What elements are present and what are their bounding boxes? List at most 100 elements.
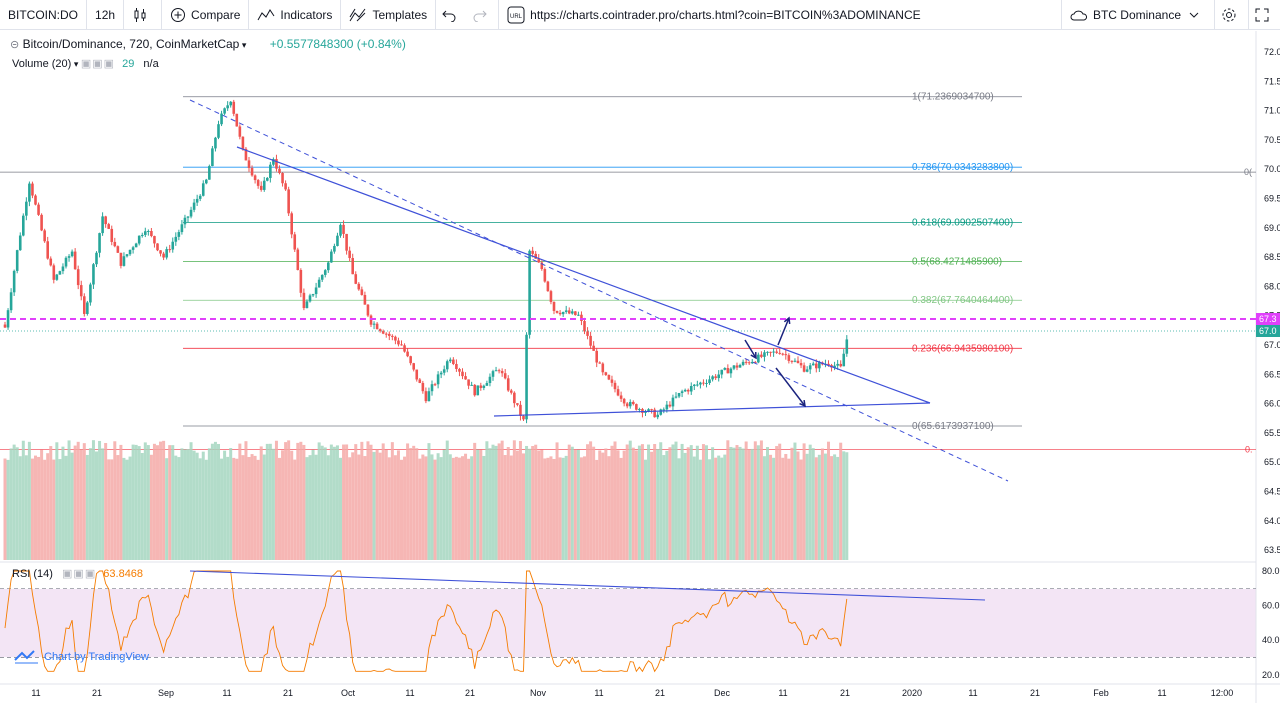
- volume-bar: [342, 444, 346, 560]
- volume-bar: [534, 444, 538, 560]
- volume-bar: [698, 459, 702, 560]
- volume-bar: [515, 450, 519, 560]
- fib-level-label: 0.236(66.9435980100): [912, 343, 1013, 354]
- fib-level-label: 0.786(70.0343283800): [912, 162, 1013, 173]
- candle-body: [589, 335, 592, 346]
- volume-bar: [586, 444, 590, 560]
- candle-body: [6, 310, 10, 328]
- candle-body: [802, 365, 806, 372]
- volume-bar: [332, 446, 336, 560]
- volume-bar: [329, 444, 333, 560]
- chart-type-button[interactable]: [124, 0, 163, 30]
- volume-bar: [247, 456, 251, 560]
- chevron-down-icon[interactable]: ▾: [71, 59, 81, 69]
- watchlist-select[interactable]: BTC Dominance: [1060, 0, 1215, 30]
- volume-bar: [177, 457, 181, 560]
- chevron-down-icon[interactable]: ▾: [239, 40, 247, 50]
- candle-body: [445, 361, 449, 370]
- volume-bar: [82, 443, 86, 560]
- volume-bar: [750, 448, 754, 560]
- redo-button[interactable]: [467, 0, 500, 30]
- volume-bar: [772, 457, 776, 560]
- volume-bar: [644, 459, 647, 560]
- rsi-label[interactable]: RSI (14): [12, 568, 53, 580]
- volume-bar: [457, 457, 461, 560]
- candle-body: [357, 283, 361, 290]
- volume-bar: [46, 453, 50, 560]
- volume-bar: [506, 447, 510, 560]
- candle-body: [229, 101, 232, 106]
- candle-body: [46, 241, 49, 259]
- candle-body: [543, 269, 547, 282]
- candle-body: [241, 136, 245, 149]
- volume-bar: [662, 455, 666, 560]
- volume-bar: [418, 458, 422, 560]
- volume-bar: [49, 446, 53, 560]
- candle-body: [671, 397, 675, 407]
- volume-bar: [830, 456, 834, 560]
- volume-bar: [671, 444, 675, 560]
- rsi-axis-label: 20.0: [1262, 670, 1280, 680]
- volume-bar: [311, 449, 315, 560]
- legend-buttons-icon[interactable]: ▣▣▣: [80, 58, 116, 70]
- volume-bar: [137, 446, 141, 560]
- candle-body: [400, 344, 403, 346]
- candle-body: [381, 331, 385, 334]
- volume-bar: [479, 449, 483, 560]
- candle-body: [244, 148, 248, 161]
- volume-bar: [747, 449, 751, 560]
- volume-bar: [604, 448, 608, 560]
- fullscreen-button[interactable]: [1249, 0, 1280, 30]
- volume-bar: [445, 440, 449, 560]
- candle-body: [482, 385, 486, 388]
- candle-body: [122, 256, 126, 266]
- candle-body: [708, 379, 711, 383]
- interval-button[interactable]: 12h: [87, 0, 125, 30]
- volume-label[interactable]: Volume (20): [12, 58, 72, 70]
- candle-body: [479, 385, 483, 388]
- volume-bar: [326, 455, 330, 560]
- volume-bar: [595, 459, 599, 560]
- volume-bar: [637, 445, 641, 560]
- volume-bar: [744, 441, 748, 560]
- legend-buttons-icon[interactable]: ▣▣▣: [62, 568, 97, 580]
- magenta-price-label: 67.3: [1259, 314, 1277, 324]
- tradingview-credit[interactable]: Chart by TradingView: [14, 650, 149, 664]
- volume-bar: [143, 442, 147, 560]
- volume-bar: [70, 452, 74, 560]
- candle-body: [583, 320, 586, 332]
- undo-button[interactable]: [436, 0, 467, 30]
- settings-button[interactable]: [1215, 0, 1249, 30]
- volume-bar: [101, 448, 105, 560]
- indicators-button[interactable]: Indicators: [249, 0, 342, 30]
- volume-bar: [653, 444, 657, 560]
- candle-body: [577, 314, 580, 316]
- candle-body: [689, 386, 693, 392]
- price-axis-label: 66.5: [1264, 369, 1280, 379]
- candle-body: [49, 258, 53, 266]
- compare-button[interactable]: Compare: [162, 0, 250, 30]
- url-field[interactable]: URL https://charts.cointrader.pro/charts…: [499, 0, 928, 30]
- gear-icon: [1222, 8, 1236, 21]
- candle-body: [220, 113, 223, 125]
- templates-button[interactable]: Templates: [341, 0, 437, 30]
- candle-body: [150, 231, 153, 237]
- volume-bar: [363, 456, 367, 560]
- templates-icon: [350, 8, 366, 21]
- volume-bar: [759, 440, 763, 560]
- candle-body: [760, 354, 763, 357]
- volume-bar: [811, 448, 815, 560]
- fib-level-label: 0(65.6173937100): [912, 421, 994, 432]
- volume-bar: [701, 444, 705, 560]
- symbol-search[interactable]: BITCOIN:DO: [0, 0, 88, 30]
- volume-bar: [500, 440, 504, 560]
- candle-body: [421, 382, 425, 392]
- volume-bar: [576, 449, 580, 560]
- candle-body: [476, 385, 480, 396]
- price-chart[interactable]: 72.071.571.070.570.069.569.068.568.067.5…: [0, 31, 1280, 703]
- volume-bar: [360, 441, 364, 560]
- symbol-title[interactable]: Bitcoin/Dominance, 720, CoinMarketCap: [22, 37, 240, 51]
- dashed-trendline: [189, 99, 1009, 482]
- volume-bar: [152, 443, 156, 560]
- candle-body: [406, 351, 409, 357]
